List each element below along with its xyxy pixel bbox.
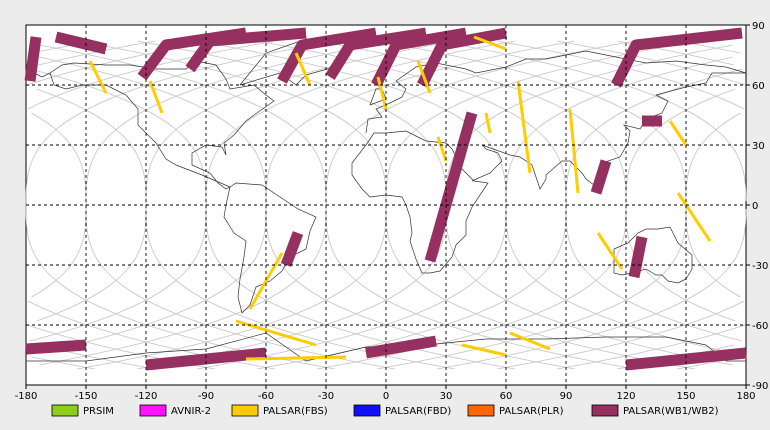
orbit-track [31,40,733,370]
swath-wb1-wb2 [277,27,377,84]
legend-swatch [353,404,381,417]
orbit-track [27,40,741,370]
swath-fbs [461,343,507,357]
swath-wb1-wb2 [145,347,267,371]
legend-swatch [231,404,259,417]
swath-wb1-wb2 [325,27,427,80]
y-tick-label: 90 [752,21,765,32]
swath-fbs [148,80,164,114]
x-tick-label: -150 [75,391,98,402]
legend-label: PALSAR(PLR) [499,406,564,417]
swath-fbs [516,80,532,174]
x-tick-label: 120 [616,391,635,402]
swath-wb1-wb2 [625,347,747,371]
x-tick-label: 60 [500,391,513,402]
x-tick-label: 180 [736,391,755,402]
y-tick-label: -90 [752,381,768,392]
swath-fbs [376,76,388,110]
x-tick-label: 90 [560,391,573,402]
swath-fbs [509,331,551,351]
x-tick-label: -30 [318,391,334,402]
y-tick-label: 60 [752,81,765,92]
x-tick-label: 150 [676,391,695,402]
swath-fbs [473,35,507,51]
x-tick-label: -120 [135,391,158,402]
x-tick-label: -90 [198,391,214,402]
swath-fbs [245,355,347,361]
y-tick-label: 0 [752,201,758,212]
x-axis-ticks: -180 -150 -120 -90 -60 -30 0 30 60 90 120 150 180 [15,385,756,402]
legend-swatch [51,404,79,417]
swath-wb1-wb2 [590,159,612,195]
legend-swatch [139,404,167,417]
swath-layer [24,27,747,371]
swath-wb1-wb2 [611,27,743,88]
legend-label: PALSAR(FBD) [385,406,451,417]
orbit-track [31,40,745,370]
swath-wb1-wb2 [424,111,478,263]
coastline [351,130,489,274]
swath-wb1-wb2 [24,36,42,82]
swath-fbs [416,60,432,94]
coastline [365,50,747,134]
legend-swatch [591,404,619,417]
swath-wb1-wb2 [365,335,437,359]
swath-wb1-wb2 [54,31,108,55]
swath-fbs [668,120,688,146]
swath-fbs [88,60,108,94]
orbit-track [25,40,747,370]
coastline [471,72,746,190]
swath-fbs [248,252,284,310]
y-tick-label: -30 [752,261,768,272]
swath-wb1-wb2 [280,231,304,267]
swath-fbs [484,112,492,134]
x-tick-label: -180 [15,391,38,402]
swath-wb1-wb2 [25,339,87,355]
legend-label: PALSAR(FBS) [263,406,328,417]
legend-label: AVNIR-2 [171,406,211,417]
x-tick-label: 0 [383,391,389,402]
swath-fbs [568,108,580,194]
swath-fbs [596,232,624,270]
x-tick-label: 30 [440,391,453,402]
legend-label: PRSIM [83,406,114,417]
legend-swatch [467,404,495,417]
swath-wb1-wb2 [628,235,648,279]
swath-wb1-wb2 [371,27,467,88]
orbit-track [31,40,745,370]
legend: PRSIM AVNIR-2 PALSAR(FBS) PALSAR(FBD) PALSAR… [51,404,719,417]
swath-wb1-wb2 [185,27,307,73]
x-tick-label: -60 [258,391,274,402]
y-tick-label: -60 [752,321,768,332]
y-tick-label: 30 [752,141,765,152]
swath-fbs [436,136,448,162]
swath-fbs [294,52,312,86]
y-axis-ticks: 90 60 30 0 -30 -60 -90 [746,21,768,392]
grid-lines [26,25,746,385]
legend-label: PALSAR(WB1/WB2) [623,406,719,417]
orbit-track [25,40,747,370]
swath-fbs [676,192,712,242]
swath-wb1-wb2 [417,27,508,88]
